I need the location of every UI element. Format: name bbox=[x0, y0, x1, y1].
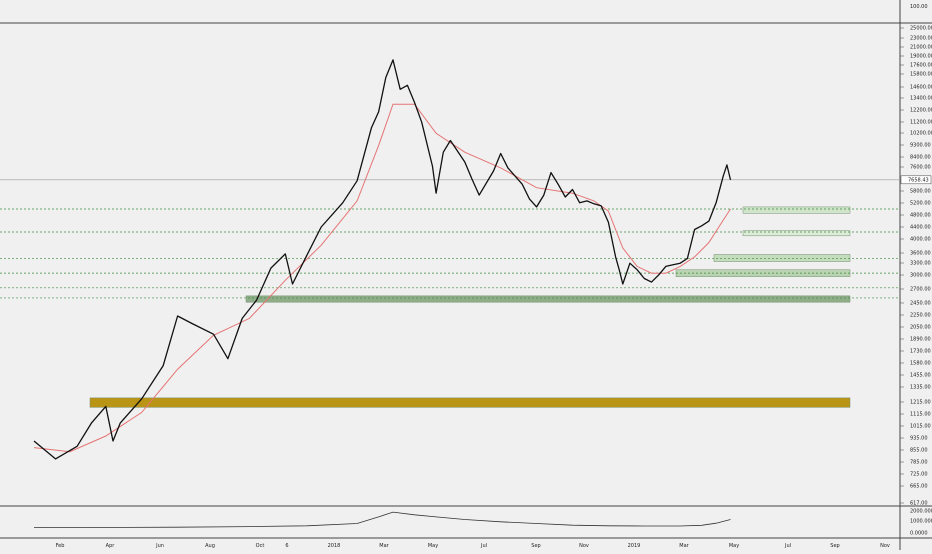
price-axis-tick: 4800.00 bbox=[910, 213, 931, 219]
price-axis-tick: 1015.00 bbox=[910, 424, 931, 430]
support-zone bbox=[675, 269, 851, 277]
price-axis-tick: 3000.00 bbox=[910, 273, 931, 279]
price-axis-tick: 725.00 bbox=[910, 472, 928, 478]
time-axis-tick: Feb bbox=[56, 543, 65, 549]
price-axis-tick: 1115.00 bbox=[910, 412, 931, 418]
support-zone bbox=[742, 230, 851, 237]
price-axis-tick: 1890.00 bbox=[910, 337, 931, 343]
price-axis-tick: 3300.00 bbox=[910, 261, 931, 267]
price-axis-tick: 2250.00 bbox=[910, 313, 931, 319]
time-axis-tick: Oct bbox=[256, 543, 265, 549]
time-axis-tick: 6 bbox=[285, 543, 288, 549]
price-axis-tick: 5200.00 bbox=[910, 201, 931, 207]
price-axis-tick: 13400.00 bbox=[910, 96, 932, 102]
time-axis-tick: Nov bbox=[579, 543, 589, 549]
price-axis-tick: 8400.00 bbox=[910, 155, 931, 161]
price-axis-tick: 1730.00 bbox=[910, 349, 931, 355]
time-axis-tick: Mar bbox=[679, 543, 689, 549]
price-line bbox=[33, 59, 732, 460]
support-zone bbox=[713, 254, 851, 262]
price-axis-tick: 7600.00 bbox=[910, 165, 931, 171]
price-axis-tick: 617.00 bbox=[910, 501, 928, 507]
price-axis-tick: 2050.00 bbox=[910, 325, 931, 331]
time-axis-tick: Nov bbox=[880, 543, 890, 549]
price-axis-tick: 15800.00 bbox=[910, 72, 932, 78]
time-axis-tick: Jul bbox=[480, 543, 487, 549]
price-axis-tick: 785.00 bbox=[910, 460, 928, 466]
price-axis-tick: 855.00 bbox=[910, 448, 928, 454]
price-axis-tick: 21000.00 bbox=[910, 45, 932, 51]
volume-axis-tick: 0.0000 bbox=[910, 531, 928, 537]
price-axis-tick: 1455.00 bbox=[910, 373, 931, 379]
time-axis-tick: Jul bbox=[784, 543, 791, 549]
price-axis-tick: 4400.00 bbox=[910, 225, 931, 231]
time-axis-tick: Aug bbox=[205, 543, 215, 549]
volume-axis-tick: 1000.0000 bbox=[910, 519, 932, 525]
price-axis-tick: 14600.00 bbox=[910, 85, 932, 91]
price-axis-tick: 1580.00 bbox=[910, 361, 931, 367]
volume-axis-tick: 2000.0000 bbox=[910, 509, 932, 515]
support-zone bbox=[89, 397, 851, 408]
time-axis-tick: 2019 bbox=[628, 543, 641, 549]
time-axis-tick: Apr bbox=[106, 543, 116, 549]
time-axis-tick: May bbox=[729, 543, 739, 549]
price-axis-tick: 1335.00 bbox=[910, 385, 931, 391]
price-axis-tick: 3600.00 bbox=[910, 251, 931, 257]
price-axis-top-label: 100.00 bbox=[910, 4, 928, 10]
price-axis-tick: 2450.00 bbox=[910, 301, 931, 307]
price-axis-tick: 17600.00 bbox=[910, 63, 932, 69]
moving-average-line bbox=[33, 103, 731, 453]
price-axis-tick: 665.00 bbox=[910, 484, 928, 490]
time-axis-tick: Sep bbox=[531, 543, 540, 549]
price-axis-tick: 11200.00 bbox=[910, 120, 932, 126]
price-axis-tick: 19000.00 bbox=[910, 54, 932, 60]
price-axis-tick: 10200.00 bbox=[910, 131, 932, 137]
price-axis-tick: 1215.00 bbox=[910, 400, 931, 406]
price-axis-tick: 12200.00 bbox=[910, 108, 932, 114]
support-zone bbox=[742, 206, 851, 214]
support-zone bbox=[245, 295, 851, 303]
price-axis-tick: 23000.00 bbox=[910, 36, 932, 42]
time-axis-tick: May bbox=[428, 543, 438, 549]
price-axis-tick: 9300.00 bbox=[910, 143, 931, 149]
price-axis-tick: 25000.00 bbox=[910, 26, 932, 32]
current-price-label: 7658.43 bbox=[908, 178, 929, 184]
price-axis-tick: 2700.00 bbox=[910, 287, 931, 293]
volume-oscillator-line bbox=[33, 511, 731, 528]
time-axis-tick: Mar bbox=[379, 543, 389, 549]
time-axis-tick: Sep bbox=[830, 543, 839, 549]
price-axis-tick: 5800.00 bbox=[910, 189, 931, 195]
price-axis-tick: 4000.00 bbox=[910, 237, 931, 243]
price-axis-tick: 935.00 bbox=[910, 436, 928, 442]
time-axis-tick: Jun bbox=[155, 543, 164, 549]
time-axis-tick: 2018 bbox=[328, 543, 341, 549]
current-price-box bbox=[900, 175, 932, 185]
